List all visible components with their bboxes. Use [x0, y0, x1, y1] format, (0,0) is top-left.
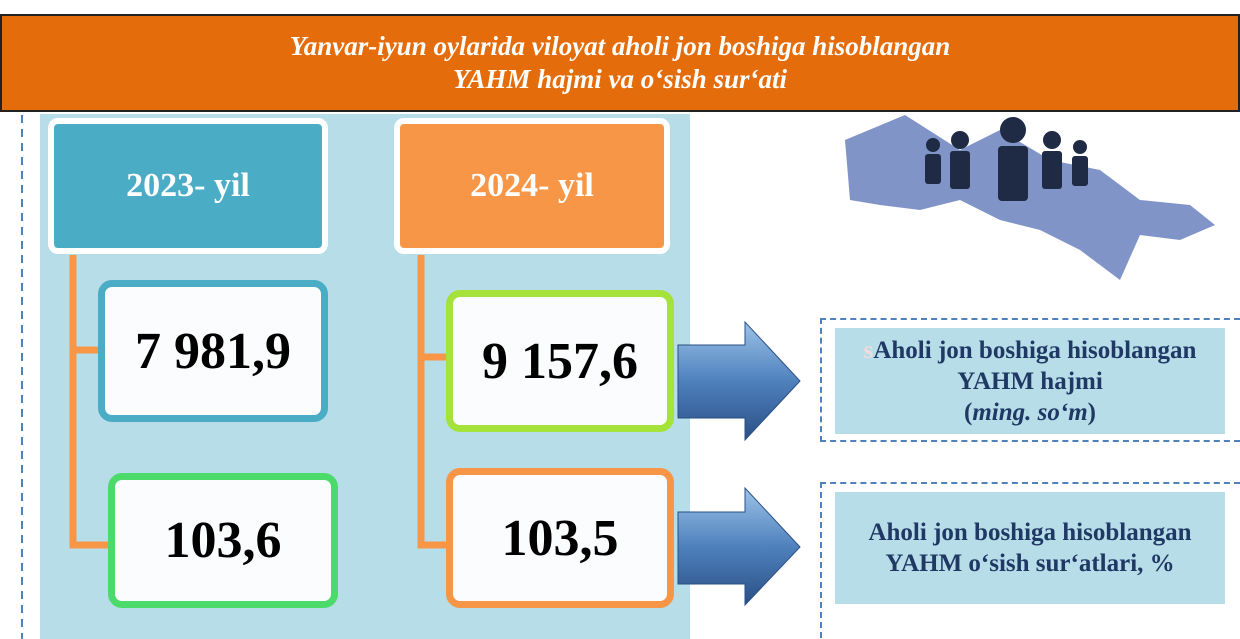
title-banner: Yanvar-iyun oylarida viloyat aholi jon b…: [0, 14, 1240, 112]
label-text: sAholi jon boshiga hisoblangan YAHM hajm…: [835, 335, 1225, 397]
year-box: 2024- yil: [394, 118, 670, 254]
title-line: Yanvar-iyun oylarida viloyat aholi jon b…: [289, 31, 951, 61]
label-frame: Aholi jon boshiga hisoblangan YAHM o‘sis…: [820, 482, 1240, 638]
label-main: Aholi jon boshiga hisoblangan YAHM hajmi: [873, 336, 1197, 395]
map-icon: [845, 115, 1215, 280]
label-prefix: s: [863, 336, 874, 364]
value-box: 103,6: [108, 473, 338, 608]
label-unit: (ming. so‘m): [835, 397, 1225, 428]
title-line: YAHM hajmi va o‘sish sur‘ati: [452, 64, 788, 94]
paren: (: [964, 398, 973, 426]
label: Aholi jon boshiga hisoblangan YAHM o‘sis…: [835, 492, 1225, 604]
label-text: Aholi jon boshiga hisoblangan YAHM o‘sis…: [868, 519, 1192, 577]
label: sAholi jon boshiga hisoblangan YAHM hajm…: [835, 328, 1225, 434]
label-frame: sAholi jon boshiga hisoblangan YAHM hajm…: [820, 318, 1240, 442]
value-box: 9 157,6: [446, 290, 674, 432]
value-box: 103,5: [446, 468, 674, 608]
arrows: [677, 320, 801, 607]
year-box: 2023- yil: [48, 118, 328, 254]
paren: ): [1087, 398, 1096, 426]
unit: ming. so‘m: [972, 398, 1088, 426]
value-box: 7 981,9: [98, 280, 328, 422]
connector: [69, 255, 450, 549]
